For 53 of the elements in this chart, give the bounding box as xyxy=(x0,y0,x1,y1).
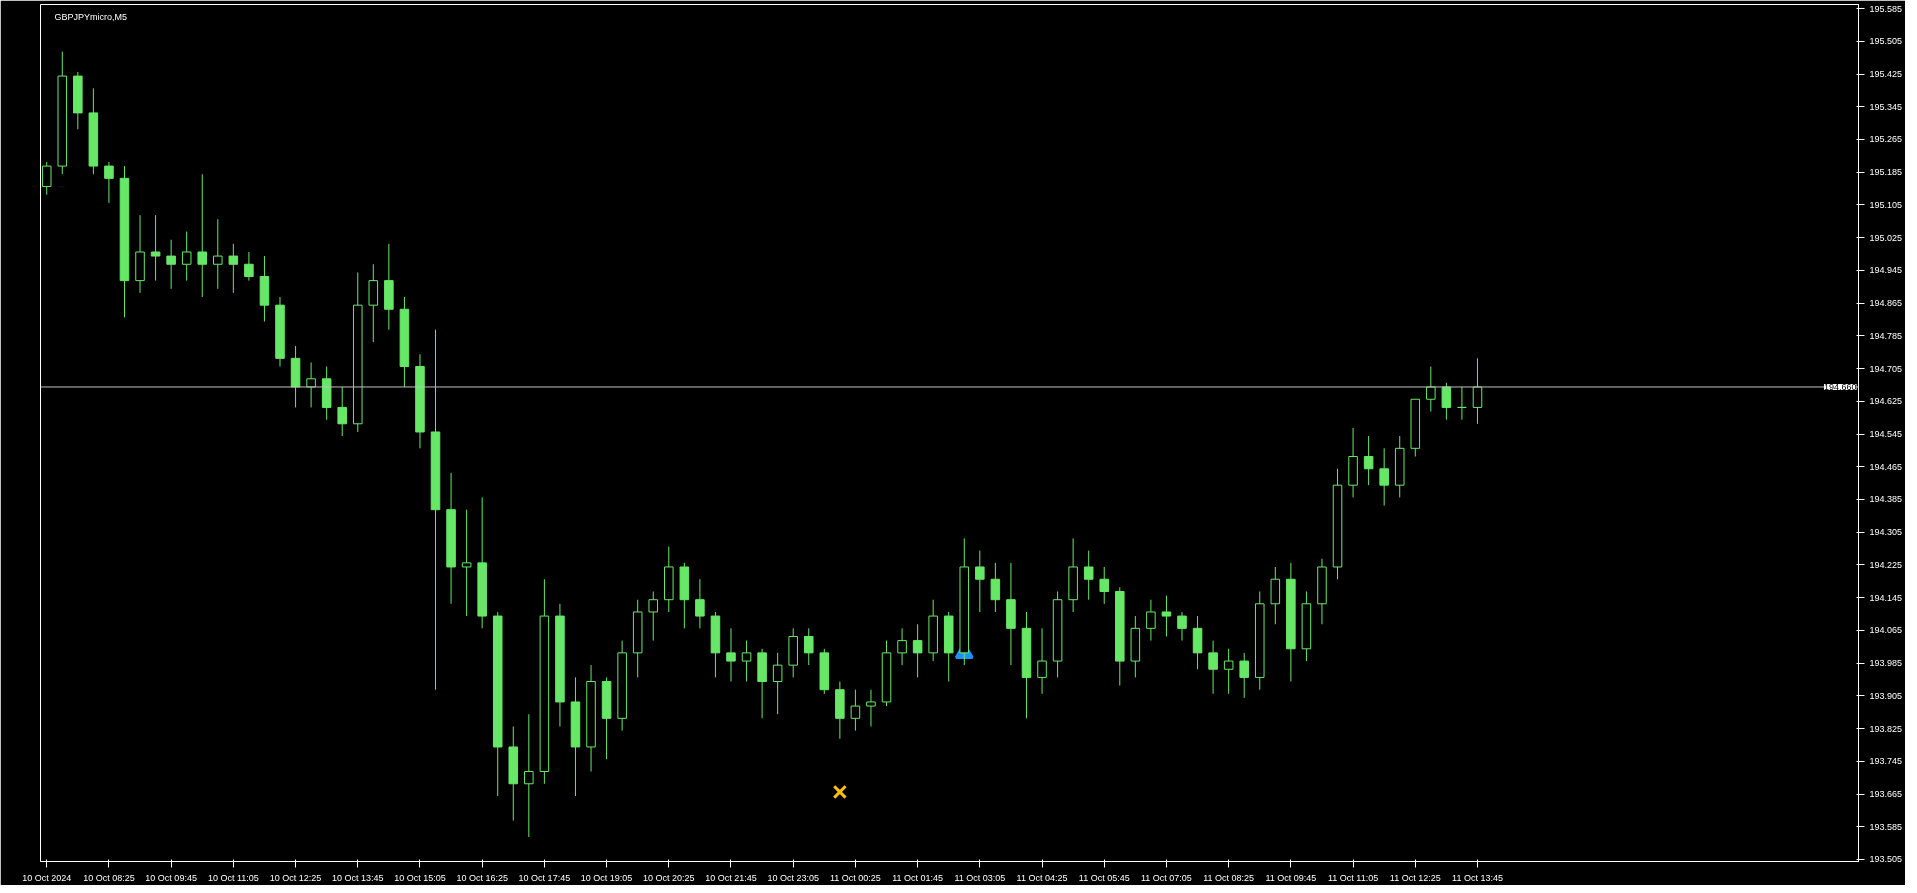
x-tick-label: 10 Oct 2024 xyxy=(22,872,72,883)
x-tick-label: 11 Oct 11:05 xyxy=(1327,872,1379,883)
y-tick-label: 194.785 xyxy=(1869,330,1903,341)
x-tick-label: 10 Oct 12:25 xyxy=(269,872,322,883)
y-tick-label: 195.345 xyxy=(1869,101,1903,112)
x-tick-label: 11 Oct 08:25 xyxy=(1203,872,1255,883)
y-tick-label: 194.545 xyxy=(1869,429,1903,440)
x-tick-label: 10 Oct 21:45 xyxy=(705,872,757,883)
x-tick-label: 11 Oct 00:25 xyxy=(829,872,881,883)
y-tick-label: 195.025 xyxy=(1869,232,1903,243)
x-tick-label: 11 Oct 04:25 xyxy=(1016,872,1068,883)
text: GBPJPYmicro,M5 xyxy=(54,11,128,22)
y-tick-label: 193.505 xyxy=(1869,854,1903,865)
y-tick-label: 195.585 xyxy=(1869,3,1903,14)
y-tick-label: 193.745 xyxy=(1869,756,1903,767)
ref-line-label: 194.660 xyxy=(1823,381,1857,392)
x-tick-label: 11 Oct 12:25 xyxy=(1389,872,1441,883)
x-tick-label: 10 Oct 09:45 xyxy=(145,872,197,883)
y-tick-label: 193.665 xyxy=(1869,789,1903,799)
y-tick-label: 193.825 xyxy=(1869,723,1903,734)
y-tick-label: 194.465 xyxy=(1869,461,1903,472)
y-tick-label: 194.705 xyxy=(1869,363,1903,374)
x-tick-label: 10 Oct 17:45 xyxy=(518,872,571,883)
y-tick-label: 193.985 xyxy=(1869,658,1903,669)
x-tick-label: 11 Oct 01:45 xyxy=(892,872,944,883)
y-tick-label: 195.265 xyxy=(1869,134,1903,145)
y-tick-label: 194.305 xyxy=(1869,527,1903,538)
y-tick-label: 194.865 xyxy=(1869,298,1903,309)
x-tick-label: 10 Oct 19:05 xyxy=(580,872,633,883)
x-tick-label: 11 Oct 03:05 xyxy=(954,872,1006,883)
y-tick-label: 193.905 xyxy=(1869,690,1903,701)
y-tick-label: 195.105 xyxy=(1869,199,1903,210)
y-tick-label: 193.585 xyxy=(1869,821,1903,832)
x-tick-label: 10 Oct 11:05 xyxy=(207,872,259,883)
x-tick-label: 11 Oct 09:45 xyxy=(1265,872,1317,883)
x-tick-label: 10 Oct 08:25 xyxy=(83,872,135,883)
x-tick-label: 10 Oct 23:05 xyxy=(767,872,819,883)
y-tick-label: 195.505 xyxy=(1869,36,1903,47)
y-tick-label: 195.185 xyxy=(1869,167,1903,178)
y-tick-label: 194.945 xyxy=(1869,265,1903,276)
x-tick-label: 10 Oct 13:45 xyxy=(331,872,384,883)
x-tick-label: 11 Oct 07:05 xyxy=(1141,872,1192,883)
y-tick-label: 194.385 xyxy=(1869,494,1903,505)
x-tick-label: 10 Oct 15:05 xyxy=(394,872,446,883)
y-tick-label: 195.425 xyxy=(1869,69,1903,80)
y-tick-label: 194.065 xyxy=(1869,625,1903,636)
y-tick-label: 194.225 xyxy=(1869,559,1903,570)
y-tick-label: 194.625 xyxy=(1869,396,1903,407)
x-tick-label: 10 Oct 16:25 xyxy=(456,872,508,883)
y-tick-label: 194.145 xyxy=(1869,592,1903,603)
x-tick-label: 11 Oct 13:45 xyxy=(1452,872,1503,883)
x-tick-label: 10 Oct 20:25 xyxy=(643,872,695,883)
x-tick-label: 11 Oct 05:45 xyxy=(1078,872,1130,883)
